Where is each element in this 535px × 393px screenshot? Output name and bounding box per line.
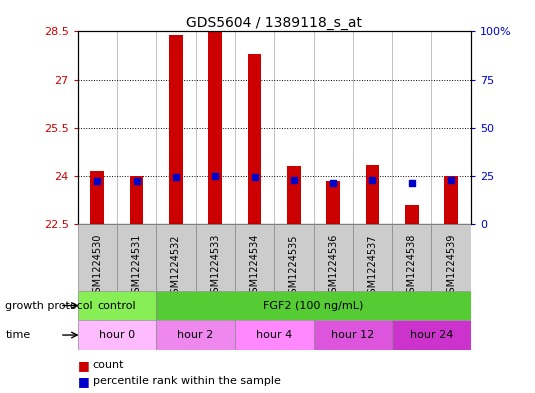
- Bar: [169, 35, 183, 224]
- Point: [250, 174, 259, 181]
- Bar: [117, 224, 156, 291]
- Point: [211, 173, 219, 179]
- Point: [132, 178, 141, 184]
- Text: ■: ■: [78, 359, 89, 372]
- Text: GSM1224535: GSM1224535: [289, 234, 299, 299]
- Point: [329, 180, 338, 186]
- Text: FGF2 (100 ng/mL): FGF2 (100 ng/mL): [263, 301, 364, 310]
- Text: GSM1224537: GSM1224537: [368, 234, 378, 299]
- Bar: [156, 320, 235, 350]
- Bar: [235, 320, 314, 350]
- Title: GDS5604 / 1389118_s_at: GDS5604 / 1389118_s_at: [186, 17, 362, 30]
- Bar: [392, 224, 432, 291]
- Point: [368, 176, 377, 183]
- Text: GSM1224533: GSM1224533: [210, 234, 220, 299]
- Bar: [326, 181, 340, 224]
- Bar: [365, 165, 379, 224]
- Bar: [432, 224, 471, 291]
- Point: [172, 174, 180, 181]
- Text: count: count: [93, 360, 124, 371]
- Text: GSM1224538: GSM1224538: [407, 234, 417, 299]
- Bar: [78, 320, 156, 350]
- Bar: [274, 224, 314, 291]
- Bar: [156, 224, 196, 291]
- Text: hour 0: hour 0: [99, 330, 135, 340]
- Point: [289, 176, 298, 183]
- Bar: [353, 224, 392, 291]
- Bar: [314, 224, 353, 291]
- Point: [447, 176, 455, 183]
- Text: GSM1224536: GSM1224536: [328, 234, 338, 299]
- Text: time: time: [5, 330, 30, 340]
- Text: ■: ■: [78, 375, 89, 388]
- Bar: [405, 205, 419, 224]
- Bar: [196, 224, 235, 291]
- Text: hour 12: hour 12: [331, 330, 374, 340]
- Text: GSM1224532: GSM1224532: [171, 234, 181, 299]
- Text: GSM1224530: GSM1224530: [92, 234, 102, 299]
- Text: GSM1224534: GSM1224534: [249, 234, 259, 299]
- Text: GSM1224531: GSM1224531: [132, 234, 142, 299]
- Bar: [287, 166, 301, 224]
- Bar: [208, 31, 222, 224]
- Bar: [444, 176, 458, 224]
- Point: [93, 178, 102, 184]
- Text: control: control: [97, 301, 136, 310]
- Bar: [78, 291, 156, 320]
- Text: growth protocol: growth protocol: [5, 301, 93, 310]
- Bar: [314, 320, 392, 350]
- Bar: [248, 54, 262, 224]
- Text: hour 24: hour 24: [410, 330, 453, 340]
- Bar: [129, 176, 143, 224]
- Text: percentile rank within the sample: percentile rank within the sample: [93, 376, 280, 386]
- Point: [408, 180, 416, 186]
- Bar: [235, 224, 274, 291]
- Bar: [392, 320, 471, 350]
- Text: hour 4: hour 4: [256, 330, 292, 340]
- Bar: [78, 224, 117, 291]
- Bar: [156, 291, 471, 320]
- Text: GSM1224539: GSM1224539: [446, 234, 456, 299]
- Bar: [90, 171, 104, 224]
- Text: hour 2: hour 2: [178, 330, 213, 340]
